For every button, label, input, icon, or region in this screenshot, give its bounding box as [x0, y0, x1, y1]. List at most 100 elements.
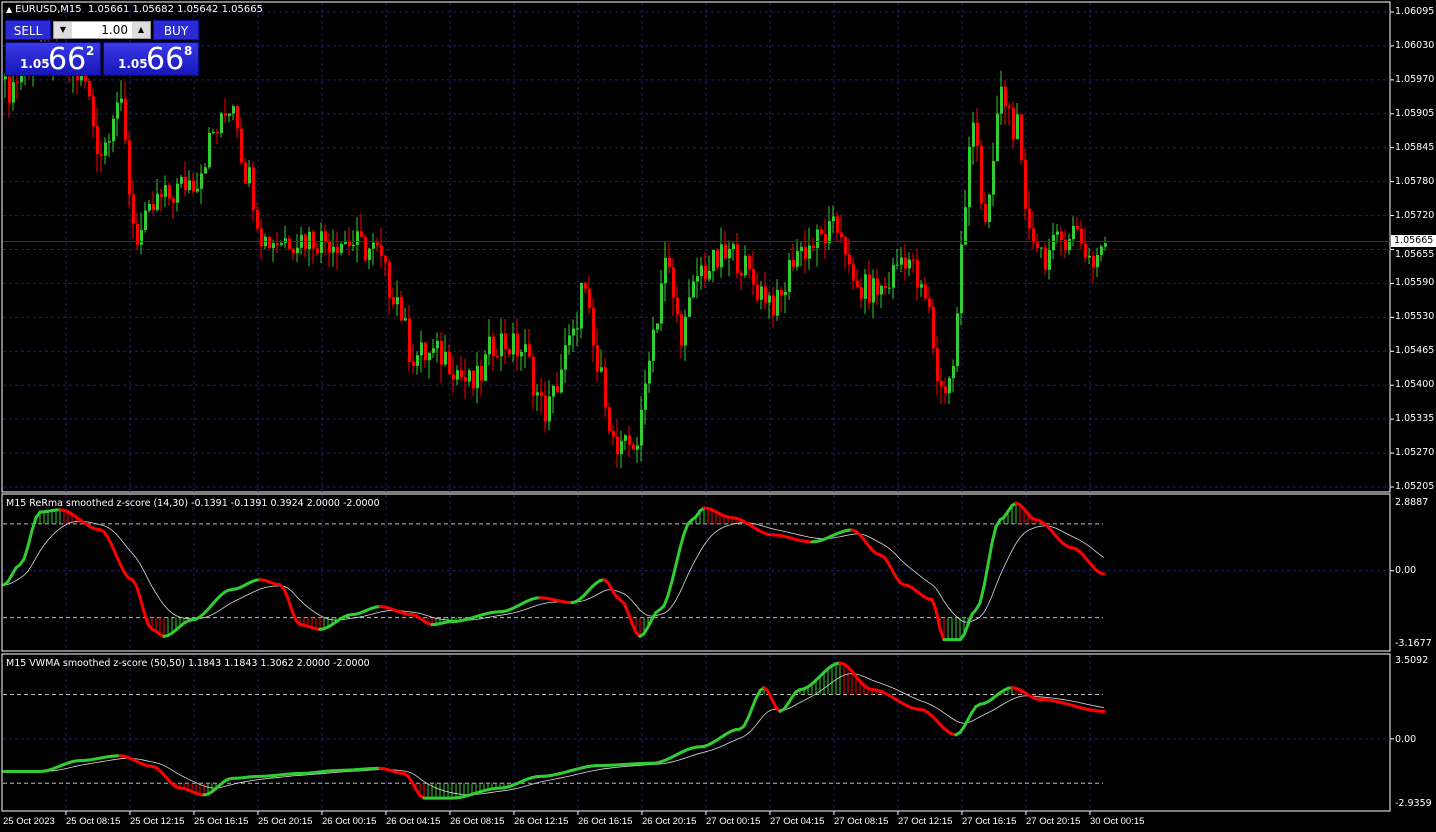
bear-candle: [392, 297, 395, 305]
indicator1-zscore-segment: [678, 532, 686, 550]
bear-candle: [260, 228, 263, 247]
bull-candle: [564, 345, 567, 370]
bull-candle: [428, 352, 431, 361]
bull-candle: [248, 167, 251, 184]
bull-candle: [832, 216, 835, 222]
bull-candle: [732, 244, 735, 250]
decrease-lot-icon[interactable]: ▼: [54, 22, 72, 38]
bear-candle: [764, 286, 767, 303]
bear-candle: [544, 395, 547, 422]
price-axis-label: 1.05720: [1395, 209, 1435, 221]
bull-candle: [536, 392, 539, 396]
bull-candle: [220, 113, 223, 134]
bear-candle: [316, 248, 319, 254]
buy-price-button[interactable]: 1.05 66 8: [103, 42, 199, 76]
bear-candle: [740, 272, 743, 276]
time-axis-label: 30 Oct 00:15: [1090, 816, 1145, 827]
bear-candle: [8, 76, 11, 103]
bull-candle: [788, 259, 791, 292]
bull-candle: [880, 286, 883, 295]
bear-candle: [856, 280, 859, 288]
bull-candle: [520, 351, 523, 357]
bear-candle: [1008, 106, 1011, 108]
buy-price-pips: 66: [146, 42, 185, 77]
indicator1-zscore-segment: [662, 594, 670, 608]
indicator1-zscore-segment: [1098, 571, 1106, 576]
bear-candle: [124, 98, 127, 141]
bull-candle: [1096, 254, 1099, 268]
bull-candle: [996, 113, 999, 162]
time-axis-label: 26 Oct 08:15: [450, 816, 505, 827]
bull-candle: [652, 329, 655, 361]
bull-candle: [1072, 226, 1075, 240]
bear-candle: [596, 345, 599, 372]
bear-candle: [780, 289, 783, 296]
time-axis-label: 25 Oct 08:15: [66, 816, 121, 827]
bull-candle: [644, 383, 647, 410]
bull-candle: [340, 243, 343, 253]
bull-candle: [828, 221, 831, 244]
increase-lot-icon[interactable]: ▲: [132, 22, 150, 38]
price-axis-label: 1.05400: [1395, 379, 1435, 391]
sell-button[interactable]: SELL: [5, 20, 51, 40]
bear-candle: [736, 244, 739, 273]
bear-candle: [268, 236, 271, 249]
bear-candle: [424, 342, 427, 361]
bull-candle: [320, 231, 323, 254]
bull-candle: [144, 210, 147, 231]
bear-candle: [448, 351, 451, 375]
lot-size-input[interactable]: ▼ 1.00 ▲: [53, 21, 151, 39]
time-axis-label: 27 Oct 12:15: [898, 816, 953, 827]
buy-price-prefix: 1.05: [118, 57, 148, 71]
bull-candle: [352, 244, 355, 247]
bull-candle: [576, 328, 579, 330]
indicator1-zscore-segment: [138, 595, 146, 614]
bull-candle: [212, 131, 215, 133]
bull-candle: [640, 409, 643, 446]
indicator1-zscore-segment: [934, 608, 942, 631]
bull-candle: [992, 161, 995, 195]
collapse-triangle-icon[interactable]: ▲: [6, 5, 13, 14]
bear-candle: [632, 444, 635, 450]
bear-candle: [1036, 242, 1039, 249]
price-axis-label: 1.06095: [1395, 6, 1435, 17]
indicator1-zscore-segment: [978, 584, 986, 605]
indicator1-zscore-segment: [630, 621, 638, 635]
time-axis-label: 26 Oct 00:15: [322, 816, 377, 827]
bull-candle: [332, 246, 335, 253]
indicator1-zscore-segment: [966, 612, 974, 627]
bear-candle: [1060, 231, 1063, 240]
bear-candle: [504, 333, 507, 349]
bull-candle: [1068, 239, 1071, 251]
bear-candle: [1044, 247, 1047, 270]
bull-candle: [548, 396, 551, 422]
buy-button[interactable]: BUY: [153, 20, 199, 40]
indicator2-signal-line: [4, 673, 1105, 796]
bear-candle: [604, 367, 607, 408]
bear-candle: [836, 216, 839, 233]
bear-candle: [588, 288, 591, 309]
time-axis-label: 27 Oct 16:15: [962, 816, 1017, 827]
indicator1-zscore-segment: [930, 598, 938, 612]
bear-candle: [928, 298, 931, 307]
indicator1-zscore-segment: [670, 563, 678, 583]
bear-candle: [100, 154, 103, 156]
bear-candle: [680, 314, 683, 346]
bull-candle: [920, 284, 923, 288]
time-axis-label: 25 Oct 12:15: [130, 816, 185, 827]
bear-candle: [1028, 208, 1031, 229]
indicator1-signal-line: [3, 520, 1105, 623]
bear-candle: [592, 308, 595, 346]
bull-candle: [744, 255, 747, 276]
pane-frame: [1, 653, 1391, 812]
bear-candle: [452, 374, 455, 380]
bear-candle: [904, 257, 907, 269]
buy-price-fraction: 8: [184, 44, 193, 58]
bear-candle: [236, 106, 239, 129]
lot-size-value[interactable]: 1.00: [101, 23, 128, 37]
bear-candle: [216, 131, 219, 134]
bull-candle: [688, 297, 691, 317]
sell-price-button[interactable]: 1.05 66 2: [5, 42, 101, 76]
bear-candle: [400, 297, 403, 321]
